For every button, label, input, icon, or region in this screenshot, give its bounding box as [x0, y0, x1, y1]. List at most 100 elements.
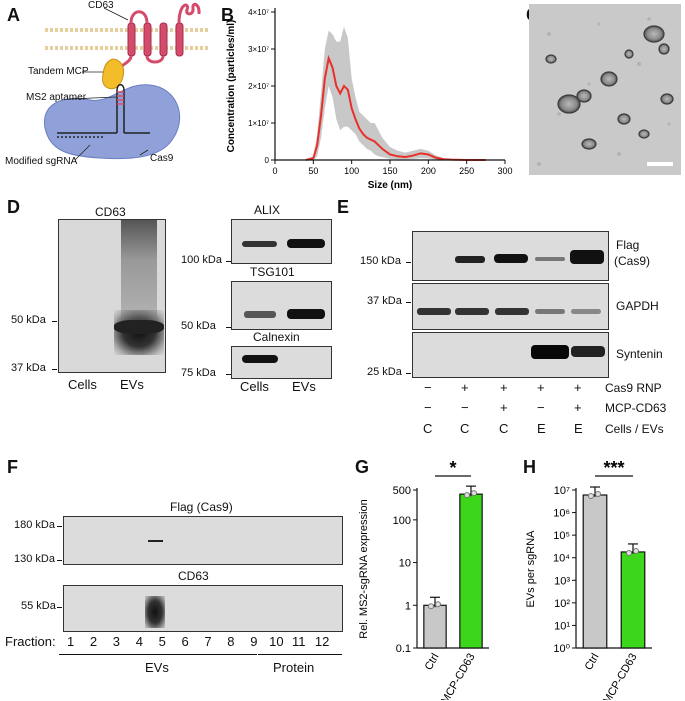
e-r3-c3: C — [499, 421, 509, 436]
fraction-number: 5 — [158, 634, 166, 649]
y-tick-label: 10² — [554, 598, 570, 610]
tem-micrograph-image — [529, 4, 681, 175]
error-band — [305, 26, 486, 160]
d-cd63-title: CD63 — [95, 205, 126, 219]
f-tick-55 — [57, 607, 62, 608]
e-r3-c2: C — [460, 421, 470, 436]
fraction-number: 10 — [269, 634, 284, 649]
e-tick-150 — [406, 262, 411, 263]
f-cd63-blot — [63, 585, 343, 632]
data-point — [435, 601, 441, 608]
y-tick-label: 0.1 — [396, 643, 411, 655]
x-tick-label: MCP-CD63 — [439, 652, 478, 701]
membrane-bilayer — [45, 28, 208, 50]
panel-label-h: H — [523, 457, 536, 477]
d-lane-evs: EVs — [120, 377, 144, 392]
e-tick-37 — [406, 302, 411, 303]
fraction-number: 12 — [314, 634, 330, 649]
y-tick-label: 100 — [393, 515, 411, 527]
d-calnexin-title: Calnexin — [253, 330, 300, 344]
panel-label-f: F — [7, 457, 18, 477]
fraction-number: 8 — [227, 634, 235, 649]
y-tick-label: 3×10⁷ — [248, 45, 269, 54]
f-flag-blot — [63, 516, 343, 565]
d-cd63-blot — [58, 219, 166, 373]
fraction-number: 11 — [292, 634, 306, 649]
bar — [423, 604, 447, 649]
fraction-number: 6 — [181, 634, 189, 649]
data-point — [595, 491, 601, 498]
y-axis-label: Rel. MS2-sgRNA expression — [358, 499, 370, 638]
d-calnexin-mw: 75 kDa — [181, 367, 216, 379]
y-tick-label: 1×10⁷ — [248, 119, 269, 128]
e-flag-label: Flag — [616, 238, 640, 252]
modified-sgrna-label: Modified sgRNA — [5, 156, 78, 167]
e-r1-c4: + — [537, 380, 545, 395]
x-tick-label: 200 — [421, 166, 436, 176]
y-tick-label: 0 — [265, 156, 270, 165]
d-lane-cells-2: Cells — [240, 379, 269, 394]
data-point — [428, 603, 434, 610]
y-tick-label: 1 — [405, 600, 411, 612]
y-tick-label: 10 — [399, 558, 411, 570]
e-r1-c1: − — [424, 380, 432, 395]
e-r2-c1: − — [424, 400, 432, 415]
f-fraction-label: Fraction: — [5, 634, 56, 649]
sgrna-strand — [57, 84, 150, 138]
chart-b-size-distribution: 0 50 100 150 200 250 300 0 1×10⁷ 2×10⁷ 3×10⁷ 4×10⁷ S… — [226, 8, 513, 190]
f-tick-130 — [57, 560, 62, 561]
fraction-number: 4 — [135, 634, 143, 649]
cd63-protein — [116, 2, 201, 71]
d-calnexin-blot — [231, 346, 332, 379]
panel-label-b: B — [221, 5, 234, 25]
x-tick-label: 250 — [459, 166, 474, 176]
y-axis-label: EVs per sgRNA — [525, 530, 537, 608]
x-tick-label: Ctrl — [423, 652, 442, 673]
fraction-number: 3 — [112, 634, 121, 649]
y-tick-label: 10¹ — [554, 620, 570, 632]
e-r1-c5: + — [574, 380, 582, 395]
d-alix-mw: 100 kDa — [181, 254, 222, 266]
d-cd63-mw-50: 50 kDa — [11, 314, 46, 326]
e-r3-c4: E — [537, 421, 546, 436]
significance-marker: *** — [603, 460, 624, 478]
d-tick-100 — [226, 261, 231, 262]
f-mw-55: 55 kDa — [21, 600, 56, 612]
d-tick-75 — [226, 374, 231, 375]
series-line — [305, 54, 486, 161]
d-tick-37 — [52, 369, 57, 370]
d-cd63-mw-37: 37 kDa — [11, 362, 46, 374]
x-tick-label: 50 — [308, 166, 318, 176]
e-gapdh-label: GAPDH — [616, 299, 659, 313]
d-lane-cells: Cells — [68, 377, 97, 392]
cas9-label: Cas9 — [150, 153, 174, 164]
fraction-number: 7 — [204, 634, 212, 649]
e-r3-label: Cells / EVs — [605, 422, 664, 436]
y-tick-label: 10⁷ — [554, 485, 570, 497]
x-tick-label: MCP-CD63 — [601, 652, 640, 701]
cas9-shape — [44, 84, 181, 160]
f-protein-bracket — [258, 654, 342, 655]
y-tick-label: 500 — [393, 485, 411, 497]
data-point — [464, 492, 470, 499]
panel-label-e: E — [337, 197, 350, 217]
y-tick-label: 10⁰ — [553, 643, 570, 655]
chart-h-evs-per-sgrna: 10⁰ 10¹ 10² 10³ 10⁴ 10⁵ 10⁶ 10⁷ Ctrl MCP-CD63 *** E… — [525, 460, 652, 701]
f-flag-title: Flag (Cas9) — [170, 500, 233, 514]
e-r2-c3: + — [500, 400, 508, 415]
tandem-mcp-shape — [102, 58, 125, 90]
bar — [582, 494, 608, 649]
bar — [459, 493, 483, 649]
f-tick-180 — [57, 526, 62, 527]
ms2-aptamer-label: MS2 aptamer — [26, 92, 87, 103]
f-evs-bracket — [59, 654, 257, 655]
x-tick-label: 100 — [344, 166, 359, 176]
e-r1-c2: + — [461, 380, 469, 395]
e-mw-37: 37 kDa — [367, 295, 402, 307]
panel-label-g: G — [355, 457, 370, 477]
e-gapdh-blot — [412, 283, 609, 330]
e-r2-c2: − — [461, 400, 469, 415]
panel-label-a: A — [7, 5, 20, 25]
bar — [620, 551, 646, 649]
